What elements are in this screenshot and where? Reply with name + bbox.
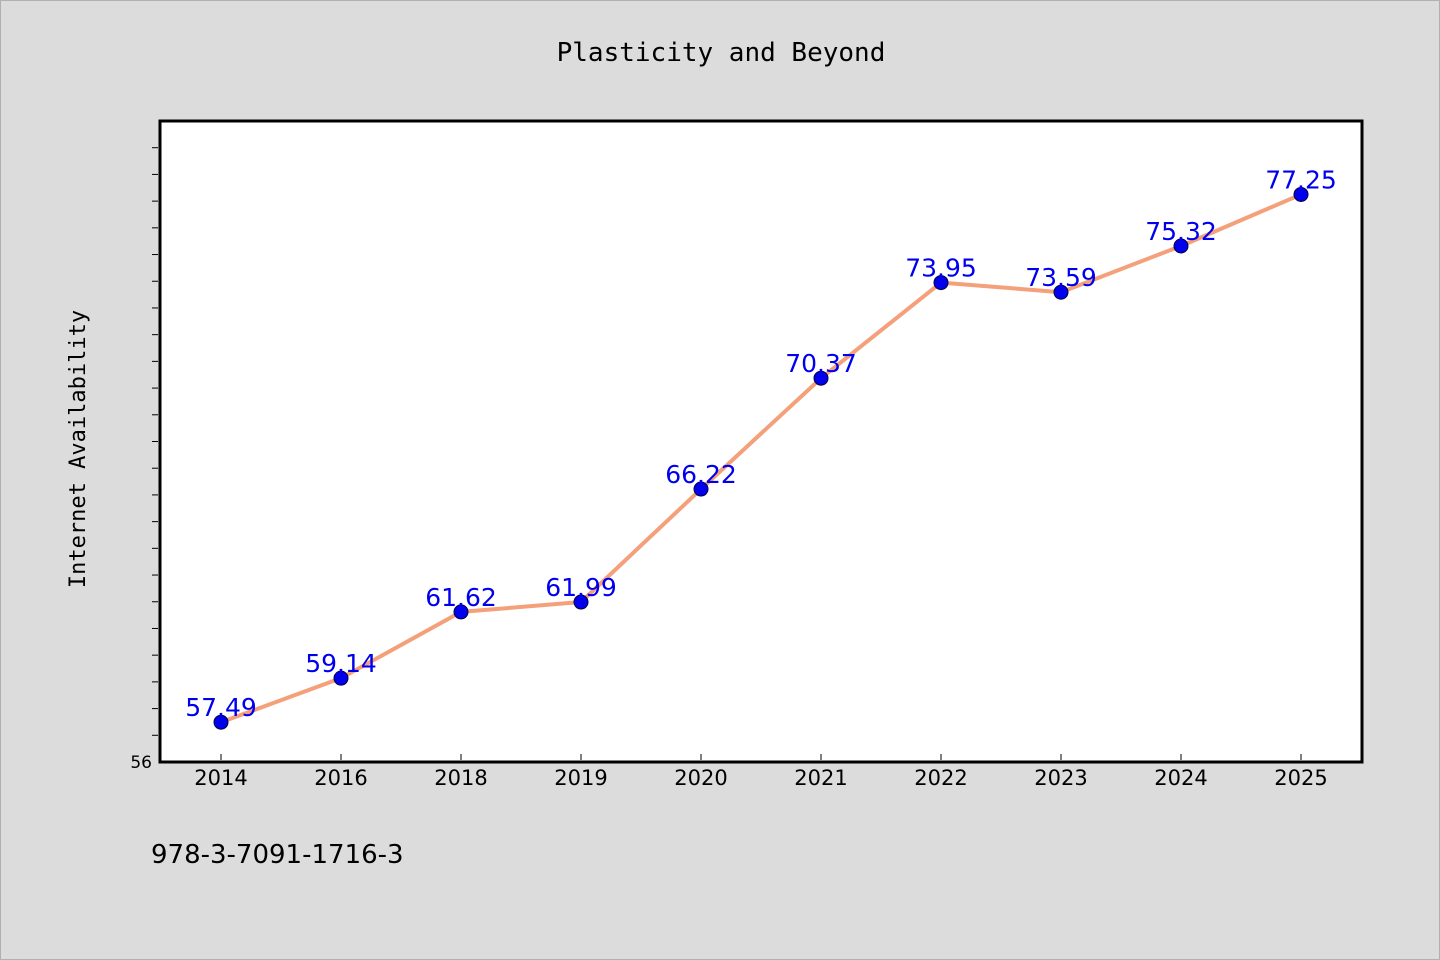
data-label: 73.95 [905, 254, 977, 283]
data-point [1053, 284, 1069, 300]
x-tick-label: 2016 [314, 766, 367, 790]
data-label: 73.59 [1025, 263, 1097, 292]
data-label: 59.14 [305, 649, 377, 678]
data-label: 66.22 [665, 460, 737, 489]
series-group: 57.49 59.14 61.62 61.99 66.22 70.37 73.95 73.59… [185, 165, 1337, 730]
plot-area [158, 119, 1364, 764]
data-point [333, 670, 349, 686]
data-point [1173, 238, 1189, 254]
data-point [693, 481, 709, 497]
y-tick-label: 56 [130, 753, 152, 773]
x-tick-label: 2020 [674, 766, 727, 790]
x-tick-label: 2019 [554, 766, 607, 790]
y-axis-ticks: 56 [130, 147, 158, 773]
data-label: 61.99 [545, 573, 617, 602]
footer-isbn: 978-3-7091-1716-3 [151, 840, 404, 870]
data-point [453, 604, 469, 620]
data-point [933, 275, 949, 291]
x-tick-label: 2022 [914, 766, 967, 790]
series-line [219, 192, 1303, 725]
data-point [213, 714, 229, 730]
data-label: 70.37 [785, 349, 857, 378]
x-tick-label: 2023 [1034, 766, 1087, 790]
x-axis-ticks: 2014 2016 2018 2019 2020 2021 2022 2023 2024 2025 [194, 754, 1328, 790]
x-tick-label: 2021 [794, 766, 847, 790]
data-point [1293, 186, 1309, 202]
data-label: 57.49 [185, 693, 257, 722]
x-tick-label: 2024 [1154, 766, 1207, 790]
data-label: 77.25 [1265, 165, 1337, 194]
x-tick-label: 2018 [434, 766, 487, 790]
chart-title: Plasticity and Beyond [557, 38, 886, 68]
x-tick-label: 2025 [1274, 766, 1327, 790]
data-point [813, 370, 829, 386]
x-tick-label: 2014 [194, 766, 247, 790]
y-axis-label: Internet Availability [66, 310, 91, 588]
data-point [573, 594, 589, 610]
data-label: 61.62 [425, 583, 497, 612]
data-label: 75.32 [1145, 217, 1217, 246]
